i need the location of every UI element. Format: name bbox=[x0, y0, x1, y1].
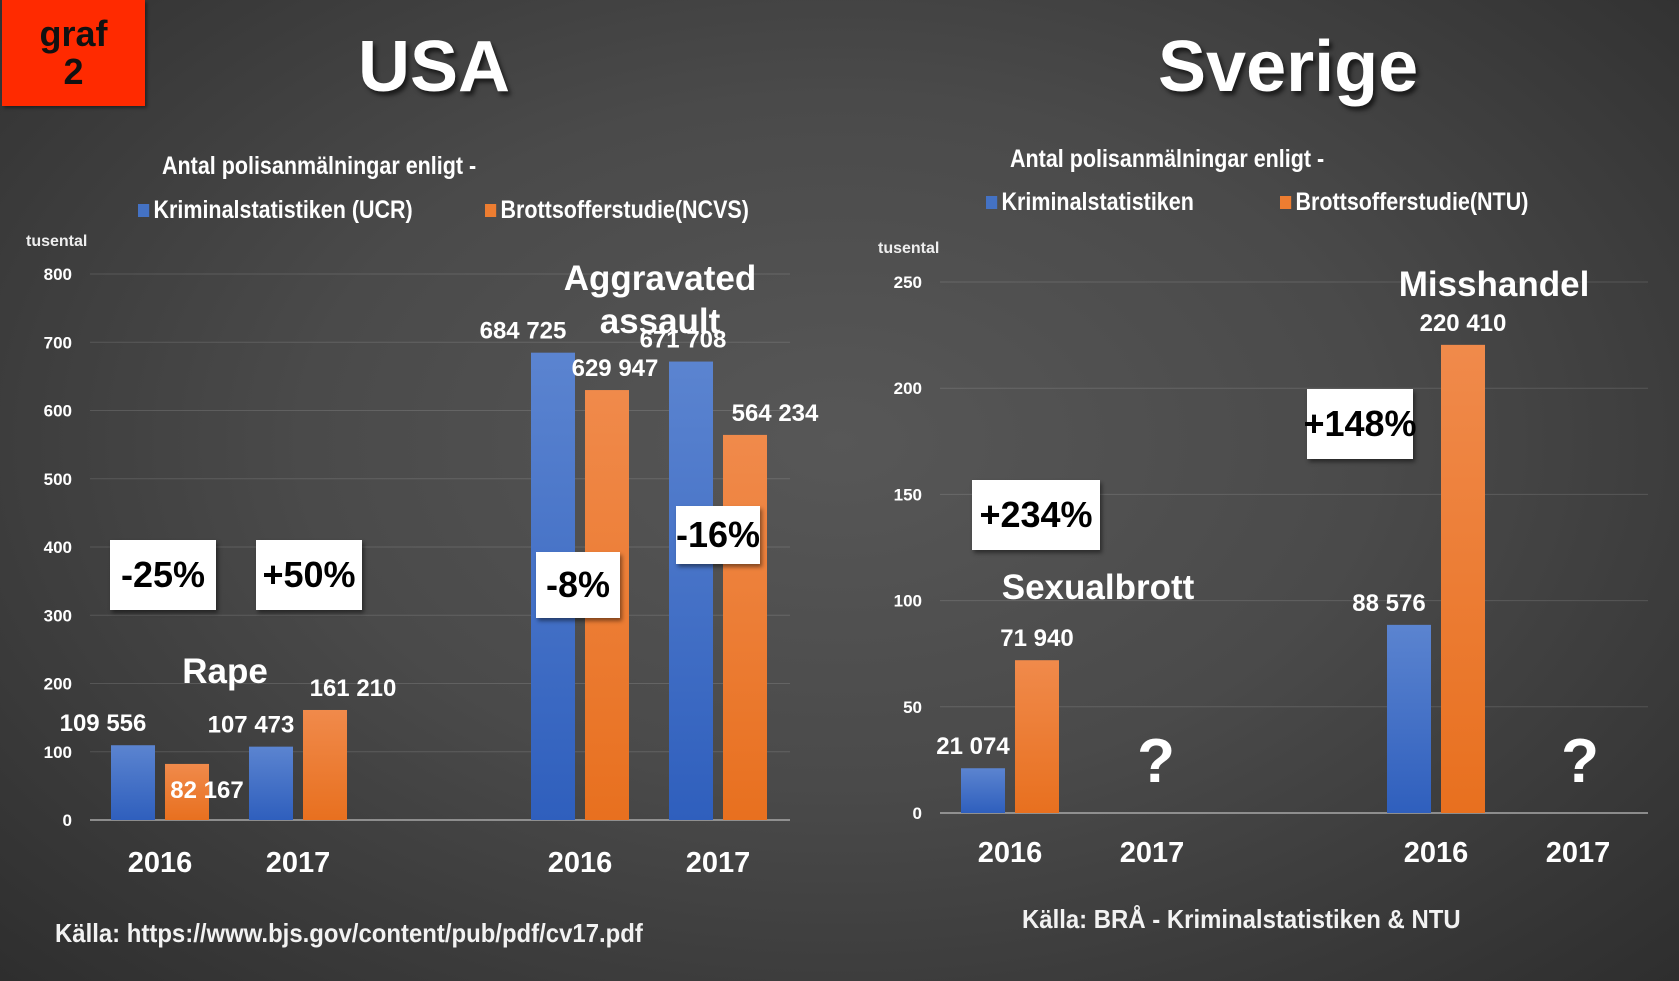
y-tick-label: 400 bbox=[44, 538, 72, 557]
usa-source: Källa: https://www.bjs.gov/content/pub/p… bbox=[55, 918, 643, 948]
legend-label: Brottsofferstudie(NTU) bbox=[1295, 188, 1529, 216]
y-tick-label: 200 bbox=[44, 675, 72, 694]
sverige-subtitle: Antal polisanmälningar enligt - bbox=[1010, 145, 1325, 173]
bar-orange bbox=[1015, 660, 1059, 813]
data-label: 88 576 bbox=[1352, 590, 1425, 617]
percent-change-box: +50% bbox=[256, 540, 362, 610]
missing-data-marker: ? bbox=[1561, 727, 1599, 796]
usa-chart: 0 100 200 300 400 500 600 700 800 2016 2017 2016 201… bbox=[44, 259, 819, 879]
percent-change-box: +148% bbox=[1303, 389, 1417, 459]
usa-y-unit: tusental bbox=[26, 233, 88, 250]
bar-orange bbox=[723, 434, 767, 820]
y-tick-label: 50 bbox=[903, 698, 922, 717]
legend-label: Brottsofferstudie(NCVS) bbox=[500, 196, 749, 224]
x-tick-label: 2016 bbox=[128, 847, 193, 879]
y-tick-label: 200 bbox=[894, 379, 922, 398]
usa-title: USA bbox=[358, 27, 511, 107]
x-tick-label: 2017 bbox=[266, 847, 331, 879]
data-label: 71 940 bbox=[1000, 625, 1073, 652]
y-tick-label: 0 bbox=[63, 811, 72, 830]
y-tick-label: 250 bbox=[894, 273, 922, 292]
legend-label: Kriminalstatistiken (UCR) bbox=[153, 196, 413, 224]
y-tick-label: 100 bbox=[894, 592, 922, 611]
bar-blue bbox=[669, 361, 713, 820]
usa-legend-ncvs: Brottsofferstudie(NCVS) bbox=[485, 196, 749, 225]
y-tick-label: 500 bbox=[44, 470, 72, 489]
data-label: 564 234 bbox=[732, 400, 819, 427]
x-tick-label: 2016 bbox=[978, 837, 1043, 869]
sverige-y-unit: tusental bbox=[878, 240, 940, 257]
data-label: 21 074 bbox=[936, 733, 1010, 760]
data-label: 82 167 bbox=[170, 777, 243, 804]
bar-blue bbox=[249, 746, 293, 820]
percent-change-box: -16% bbox=[676, 506, 760, 564]
x-tick-label: 2017 bbox=[686, 847, 751, 879]
x-tick-label: 2017 bbox=[1120, 837, 1185, 869]
data-label: 671 708 bbox=[640, 327, 727, 354]
group-label: Rape bbox=[182, 652, 268, 691]
y-tick-label: 700 bbox=[44, 333, 72, 352]
group-label: Misshandel bbox=[1399, 265, 1590, 304]
legend-swatch-blue bbox=[986, 196, 998, 209]
y-tick-label: 150 bbox=[894, 485, 922, 504]
graph-number-badge: graf 2 bbox=[2, 0, 145, 106]
data-label: 629 947 bbox=[572, 355, 659, 382]
bar-blue bbox=[961, 768, 1005, 813]
percent-change-box: -8% bbox=[536, 552, 620, 618]
y-tick-label: 100 bbox=[44, 743, 72, 762]
data-label: 107 473 bbox=[208, 712, 295, 739]
bar-blue bbox=[111, 745, 155, 820]
legend-swatch-orange bbox=[1280, 196, 1292, 209]
bar-orange bbox=[165, 763, 209, 820]
percent-change-box: +234% bbox=[972, 480, 1100, 550]
bar-orange bbox=[303, 709, 347, 820]
group-label: Sexualbrott bbox=[1002, 568, 1195, 607]
legend-swatch-orange bbox=[485, 204, 497, 217]
bar-orange bbox=[1441, 344, 1485, 813]
group-label: Aggravated bbox=[564, 259, 757, 298]
x-tick-label: 2017 bbox=[1546, 837, 1611, 869]
missing-data-marker: ? bbox=[1137, 727, 1175, 796]
bar-blue bbox=[1387, 624, 1431, 813]
x-tick-label: 2016 bbox=[1404, 837, 1469, 869]
percent-change-box: -25% bbox=[110, 540, 216, 610]
data-label: 161 210 bbox=[310, 675, 397, 702]
usa-legend-ucr: Kriminalstatistiken (UCR) bbox=[138, 196, 413, 225]
group-label: assault bbox=[600, 302, 721, 341]
x-tick-label: 2016 bbox=[548, 847, 613, 879]
y-tick-label: 0 bbox=[913, 804, 922, 823]
badge-number: 2 bbox=[63, 51, 84, 92]
badge-label: graf bbox=[39, 13, 108, 54]
sverige-chart: 0 50 100 150 200 250 2016 2017 2016 2017 21 074 88 … bbox=[894, 265, 1648, 869]
sverige-source: Källa: BRÅ - Kriminalstatistiken & NTU bbox=[1022, 904, 1461, 934]
sverige-legend-ntu: Brottsofferstudie(NTU) bbox=[1280, 188, 1528, 217]
sverige-title: Sverige bbox=[1158, 27, 1419, 107]
usa-subtitle: Antal polisanmälningar enligt - bbox=[162, 152, 477, 180]
y-tick-label: 300 bbox=[44, 606, 72, 625]
sverige-legend-krim: Kriminalstatistiken bbox=[986, 188, 1194, 217]
y-tick-label: 600 bbox=[44, 402, 72, 421]
y-tick-label: 800 bbox=[44, 265, 72, 284]
legend-label: Kriminalstatistiken bbox=[1001, 188, 1194, 216]
data-label: 109 556 bbox=[60, 710, 147, 737]
data-label: 684 725 bbox=[480, 318, 567, 345]
legend-swatch-blue bbox=[138, 204, 150, 217]
data-label: 220 410 bbox=[1420, 310, 1507, 337]
